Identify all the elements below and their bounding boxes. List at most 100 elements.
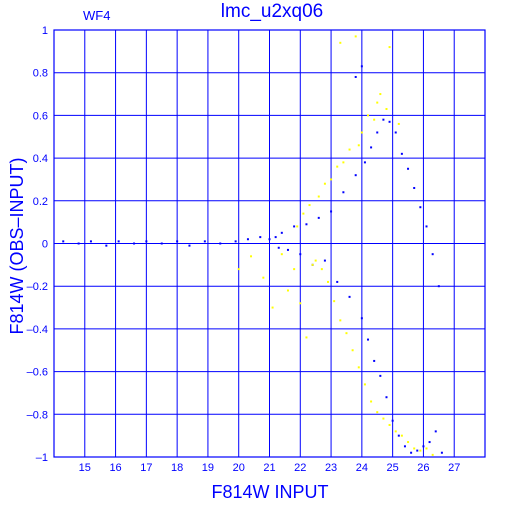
series-0-point-3 (105, 244, 108, 247)
series-1-point-6 (293, 268, 296, 271)
series-0-point-10 (203, 240, 206, 243)
series-0-point-57 (440, 451, 443, 454)
series-1-point-31 (323, 182, 326, 185)
series-1-point-41 (354, 35, 357, 38)
series-0-point-25 (323, 259, 326, 262)
y-tick-label-6: 0.2 (33, 196, 48, 208)
series-1-point-47 (357, 144, 360, 147)
series-1-point-5 (286, 289, 289, 292)
series-1-point-38 (379, 93, 382, 96)
y-tick-label-1: –0.8 (27, 409, 48, 421)
series-0-point-9 (188, 244, 191, 247)
y-tick-label-10: 1 (42, 25, 48, 37)
series-0-point-35 (373, 359, 376, 362)
series-1-point-10 (314, 259, 317, 262)
series-0-point-52 (425, 225, 428, 228)
series-1-point-27 (419, 449, 422, 452)
series-1-point-20 (376, 411, 379, 414)
y-tick-label-8: 0.6 (33, 110, 48, 122)
series-0-point-44 (400, 152, 403, 155)
series-0-point-29 (348, 295, 351, 298)
series-1-point-2 (262, 276, 265, 279)
series-0-point-30 (354, 174, 357, 177)
series-0-point-40 (388, 120, 391, 123)
series-1-point-35 (373, 118, 376, 121)
x-tick-label-8: 23 (325, 462, 337, 474)
series-1-point-48 (367, 114, 370, 117)
series-0-point-22 (305, 223, 308, 226)
series-0-point-2 (89, 240, 92, 243)
x-tick-label-5: 20 (233, 462, 245, 474)
series-1-point-16 (351, 349, 354, 352)
x-tick-label-0: 15 (79, 462, 91, 474)
series-0-point-27 (336, 280, 339, 283)
series-0-point-6 (145, 240, 148, 243)
series-1-point-12 (326, 280, 329, 283)
y-tick-label-9: 0.8 (33, 68, 48, 80)
series-1-point-42 (296, 225, 299, 228)
series-0-point-54 (431, 253, 434, 256)
series-1-point-28 (425, 447, 428, 450)
series-1-point-9 (311, 263, 314, 266)
series-1-point-21 (382, 417, 385, 420)
panel-label: WF4 (83, 8, 110, 23)
x-tick-label-6: 21 (263, 462, 275, 474)
series-0-point-33 (367, 338, 370, 341)
series-0-point-36 (376, 131, 379, 134)
series-0-point-56 (437, 285, 440, 288)
y-tick-label-0: –1 (36, 452, 48, 464)
series-1-point-30 (308, 204, 311, 207)
series-0-point-31 (360, 317, 363, 320)
series-1-point-1 (250, 255, 253, 258)
ticks-layer: 15 16 17 18 19 20 21 22 23 24 25 26 27 –1 –0.8 –0.6 –0.4… (27, 25, 461, 474)
series-0-point-50 (419, 206, 422, 209)
x-tick-label-7: 22 (294, 462, 306, 474)
series-0-point-14 (259, 236, 262, 239)
series-1-point-45 (330, 178, 333, 181)
series-0-point-28 (342, 191, 345, 194)
series-1-point-29 (431, 453, 434, 456)
series-1-point-22 (388, 423, 391, 426)
series-1-point-25 (407, 441, 410, 444)
series-0-point-32 (363, 161, 366, 164)
series-0-point-51 (422, 445, 425, 448)
series-1-point-26 (413, 447, 416, 450)
series-0-point-7 (160, 242, 163, 245)
series-0-point-4 (117, 240, 120, 243)
y-axis-label: F814W (OBS–INPUT) (7, 157, 27, 334)
series-1-point-24 (400, 434, 403, 437)
series-1-point-19 (370, 400, 373, 403)
x-tick-label-9: 24 (356, 462, 368, 474)
series-0-point-45 (403, 445, 406, 448)
series-0-point-49 (416, 449, 419, 452)
series-0-point-21 (299, 253, 302, 256)
series-0-point-38 (382, 118, 385, 121)
y-tick-label-7: 0.4 (33, 153, 48, 165)
series-0-point-0 (62, 240, 65, 243)
series-0-point-19 (286, 248, 289, 251)
series-0-point-48 (413, 186, 416, 189)
series-0-point-26 (330, 210, 333, 213)
series-0-point-53 (428, 441, 431, 444)
x-tick-label-12: 27 (448, 462, 460, 474)
series-1-point-46 (342, 161, 345, 164)
y-tick-label-2: –0.6 (27, 367, 48, 379)
chart-title: lmc_u2xq06 (221, 1, 323, 22)
series-0-point-24 (317, 216, 320, 219)
series-0-point-16 (274, 236, 277, 239)
series-0-point-41 (391, 419, 394, 422)
series-0-point-37 (379, 374, 382, 377)
series-1-point-39 (388, 46, 391, 49)
x-tick-label-2: 17 (140, 462, 152, 474)
x-axis-label: F814W INPUT (211, 482, 328, 502)
plot-frame (53, 29, 486, 458)
series-1-point-40 (339, 41, 342, 44)
series-0-point-13 (246, 238, 249, 241)
series-0-point-11 (219, 242, 222, 245)
series-0-point-18 (280, 231, 283, 234)
series-0-point-17 (277, 246, 280, 249)
series-0-point-8 (176, 240, 179, 243)
